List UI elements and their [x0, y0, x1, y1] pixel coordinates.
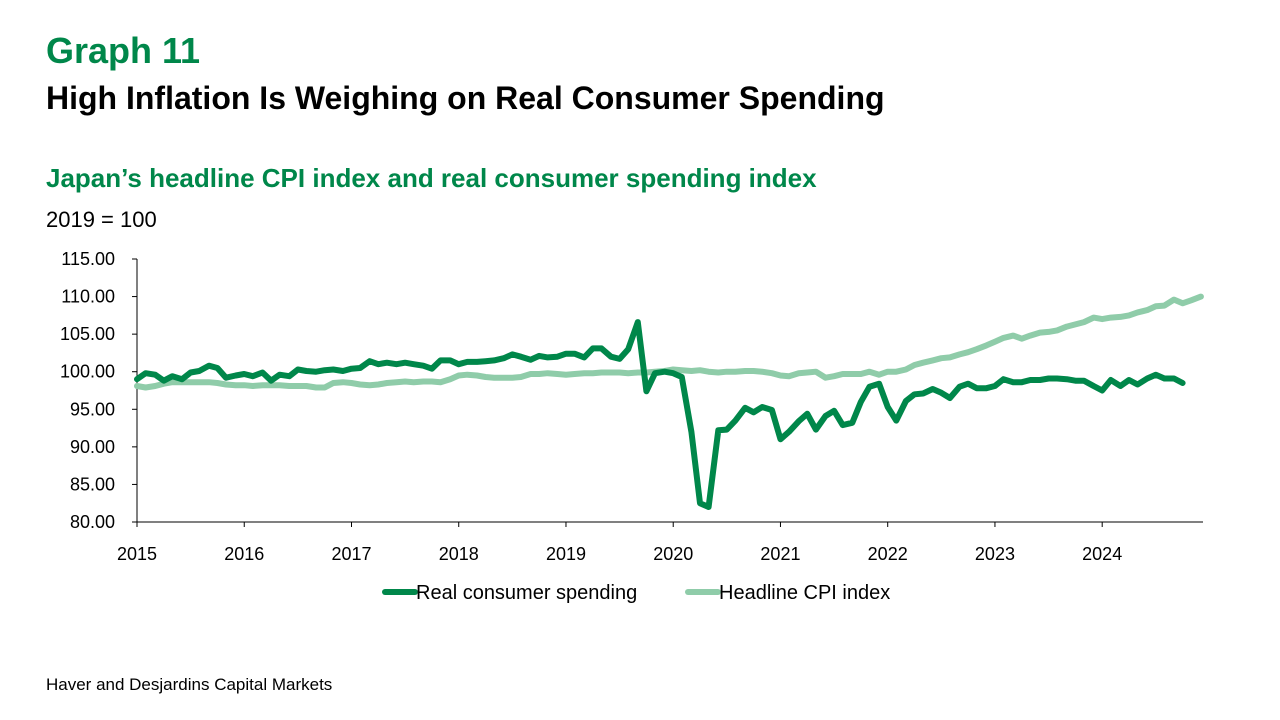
x-tick-label: 2018 [439, 544, 479, 564]
x-tick-label: 2022 [868, 544, 908, 564]
x-tick-label: 2015 [117, 544, 157, 564]
x-tick-label: 2020 [653, 544, 693, 564]
y-tick-label: 100.00 [60, 362, 115, 382]
y-tick-label: 115.00 [61, 249, 115, 269]
unit-label: 2019 = 100 [46, 207, 157, 232]
chart-subtitle: Japan’s headline CPI index and real cons… [46, 163, 817, 193]
y-tick-label: 90.00 [70, 437, 115, 457]
x-axis: 2015 2016 2017 2018 2019 2020 2021 2022 2023 2024 [117, 521, 1203, 564]
legend-label-headline-cpi-index: Headline CPI index [719, 582, 890, 604]
y-axis: 115.00 110.00 105.00 100.00 95.00 90.00 85.00 8… [60, 249, 138, 532]
chart-title: High Inflation Is Weighing on Real Consu… [46, 80, 885, 116]
x-tick-label: 2019 [546, 544, 586, 564]
legend: Real consumer spending Headline CPI index [382, 582, 890, 604]
graph-number: Graph 11 [46, 30, 201, 71]
legend-label-real-consumer-spending: Real consumer spending [416, 582, 637, 604]
y-tick-label: 110.00 [61, 287, 115, 307]
series-line-real-consumer-spending [134, 319, 1186, 510]
x-tick-label: 2023 [975, 544, 1015, 564]
y-tick-label: 105.00 [60, 324, 115, 344]
y-tick-label: 85.00 [70, 474, 115, 494]
source-note: Haver and Desjardins Capital Markets [46, 675, 333, 694]
y-tick-label: 95.00 [70, 399, 115, 419]
x-tick-label: 2024 [1082, 544, 1122, 564]
series-layer [134, 293, 1204, 510]
x-tick-label: 2016 [224, 544, 264, 564]
y-tick-label: 80.00 [70, 512, 115, 532]
x-tick-label: 2017 [331, 544, 371, 564]
x-tick-label: 2021 [760, 544, 800, 564]
